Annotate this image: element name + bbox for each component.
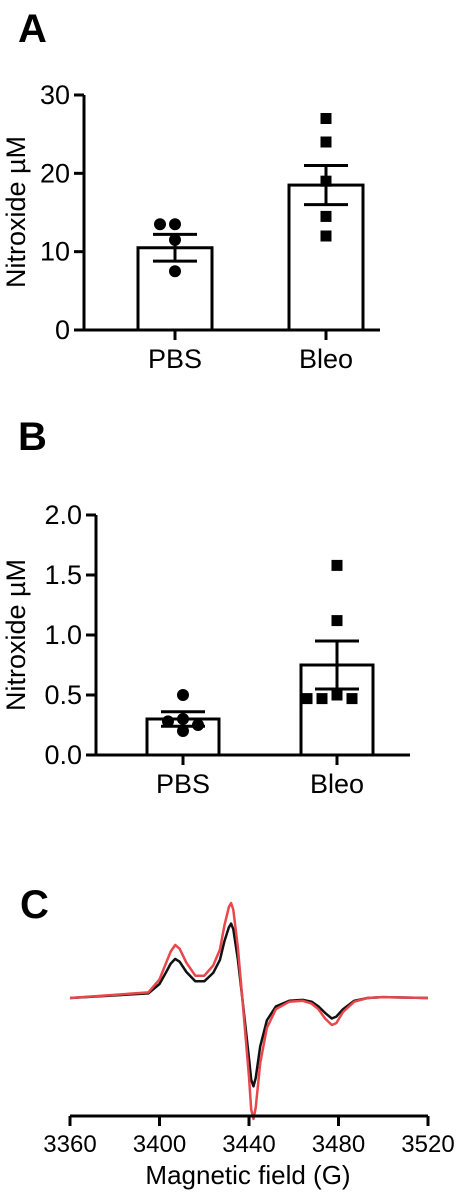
panel-a-data-point [320, 230, 332, 242]
panel-b-letter: B [18, 415, 47, 459]
panel-a-data-point [320, 175, 332, 187]
panel-a-category-label: Bleo [299, 344, 353, 374]
panel-c-xtick-label: 3400 [133, 1131, 186, 1158]
panel-c-series-line [69, 922, 429, 1088]
panel-b-data-point [177, 689, 189, 701]
panel-b-ytick-label: 1.0 [44, 620, 82, 650]
panel-a-data-point [154, 218, 166, 231]
panel-b-ytick-label: 1.5 [44, 560, 82, 590]
panel-a-data-point [169, 218, 181, 231]
panel-b-ytick-label: 2.0 [44, 500, 82, 530]
panel-c: C 3360 3400 3440 3480 3520 Magnetic field (G… [20, 883, 455, 1190]
panel-b-category-label: PBS [156, 769, 210, 799]
panel-b-data-point [316, 693, 328, 705]
panel-a: A Nitroxide µM 0 10 20 30 PBS Bleo [1, 7, 380, 374]
panel-a-data-point [320, 113, 332, 124]
panel-b-plot: 0.0 0.5 1.0 1.5 2.0 PBS Bleo [44, 500, 410, 799]
panel-a-ytick-label: 20 [40, 158, 70, 188]
panel-c-xtick-label: 3520 [401, 1131, 454, 1158]
panel-c-xlabel: Magnetic field (G) [145, 1160, 350, 1190]
panel-a-ytick-label: 0 [55, 315, 70, 345]
panel-b-data-point [177, 725, 189, 737]
panel-b-ytick-label: 0.0 [44, 740, 82, 770]
panel-b-data-point [346, 693, 358, 705]
panel-c-xtick-label: 3360 [43, 1131, 96, 1158]
panel-b-category-label: Bleo [310, 769, 364, 799]
panel-b: B Nitroxide µM 0.0 0.5 1.0 1.5 2.0 PBS Bleo [1, 415, 410, 799]
panel-a-data-point [320, 136, 332, 148]
panel-a-ytick-label: 30 [40, 80, 70, 110]
panel-a-category-label: PBS [148, 344, 202, 374]
panel-a-data-point [169, 233, 181, 246]
panel-a-ylabel: Nitroxide µM [1, 136, 31, 288]
panel-c-series-line [69, 901, 429, 1121]
panel-b-data-point [192, 719, 204, 731]
panel-a-bar-bleo [287, 183, 365, 332]
panel-b-data-point [301, 693, 313, 705]
panel-b-data-point [331, 559, 343, 571]
panel-c-letter: C [20, 883, 49, 927]
panel-a-letter: A [18, 7, 47, 51]
panel-a-plot: 0 10 20 30 PBS Bleo [40, 80, 380, 374]
panel-b-data-point [331, 615, 343, 627]
panel-c-xtick-label: 3440 [222, 1131, 275, 1158]
panel-a-ytick-label: 10 [40, 237, 70, 267]
panel-a-data-point [169, 265, 181, 278]
panel-b-data-point [177, 713, 189, 725]
panel-b-ylabel: Nitroxide µM [1, 559, 31, 711]
panel-b-data-point [162, 715, 174, 728]
panel-c-plot: 3360 3400 3440 3480 3520 [43, 901, 455, 1158]
panel-b-data-point [331, 689, 343, 701]
panel-b-ytick-label: 0.5 [44, 680, 82, 710]
panel-a-data-point [320, 210, 332, 222]
panel-c-xtick-label: 3480 [312, 1131, 365, 1158]
